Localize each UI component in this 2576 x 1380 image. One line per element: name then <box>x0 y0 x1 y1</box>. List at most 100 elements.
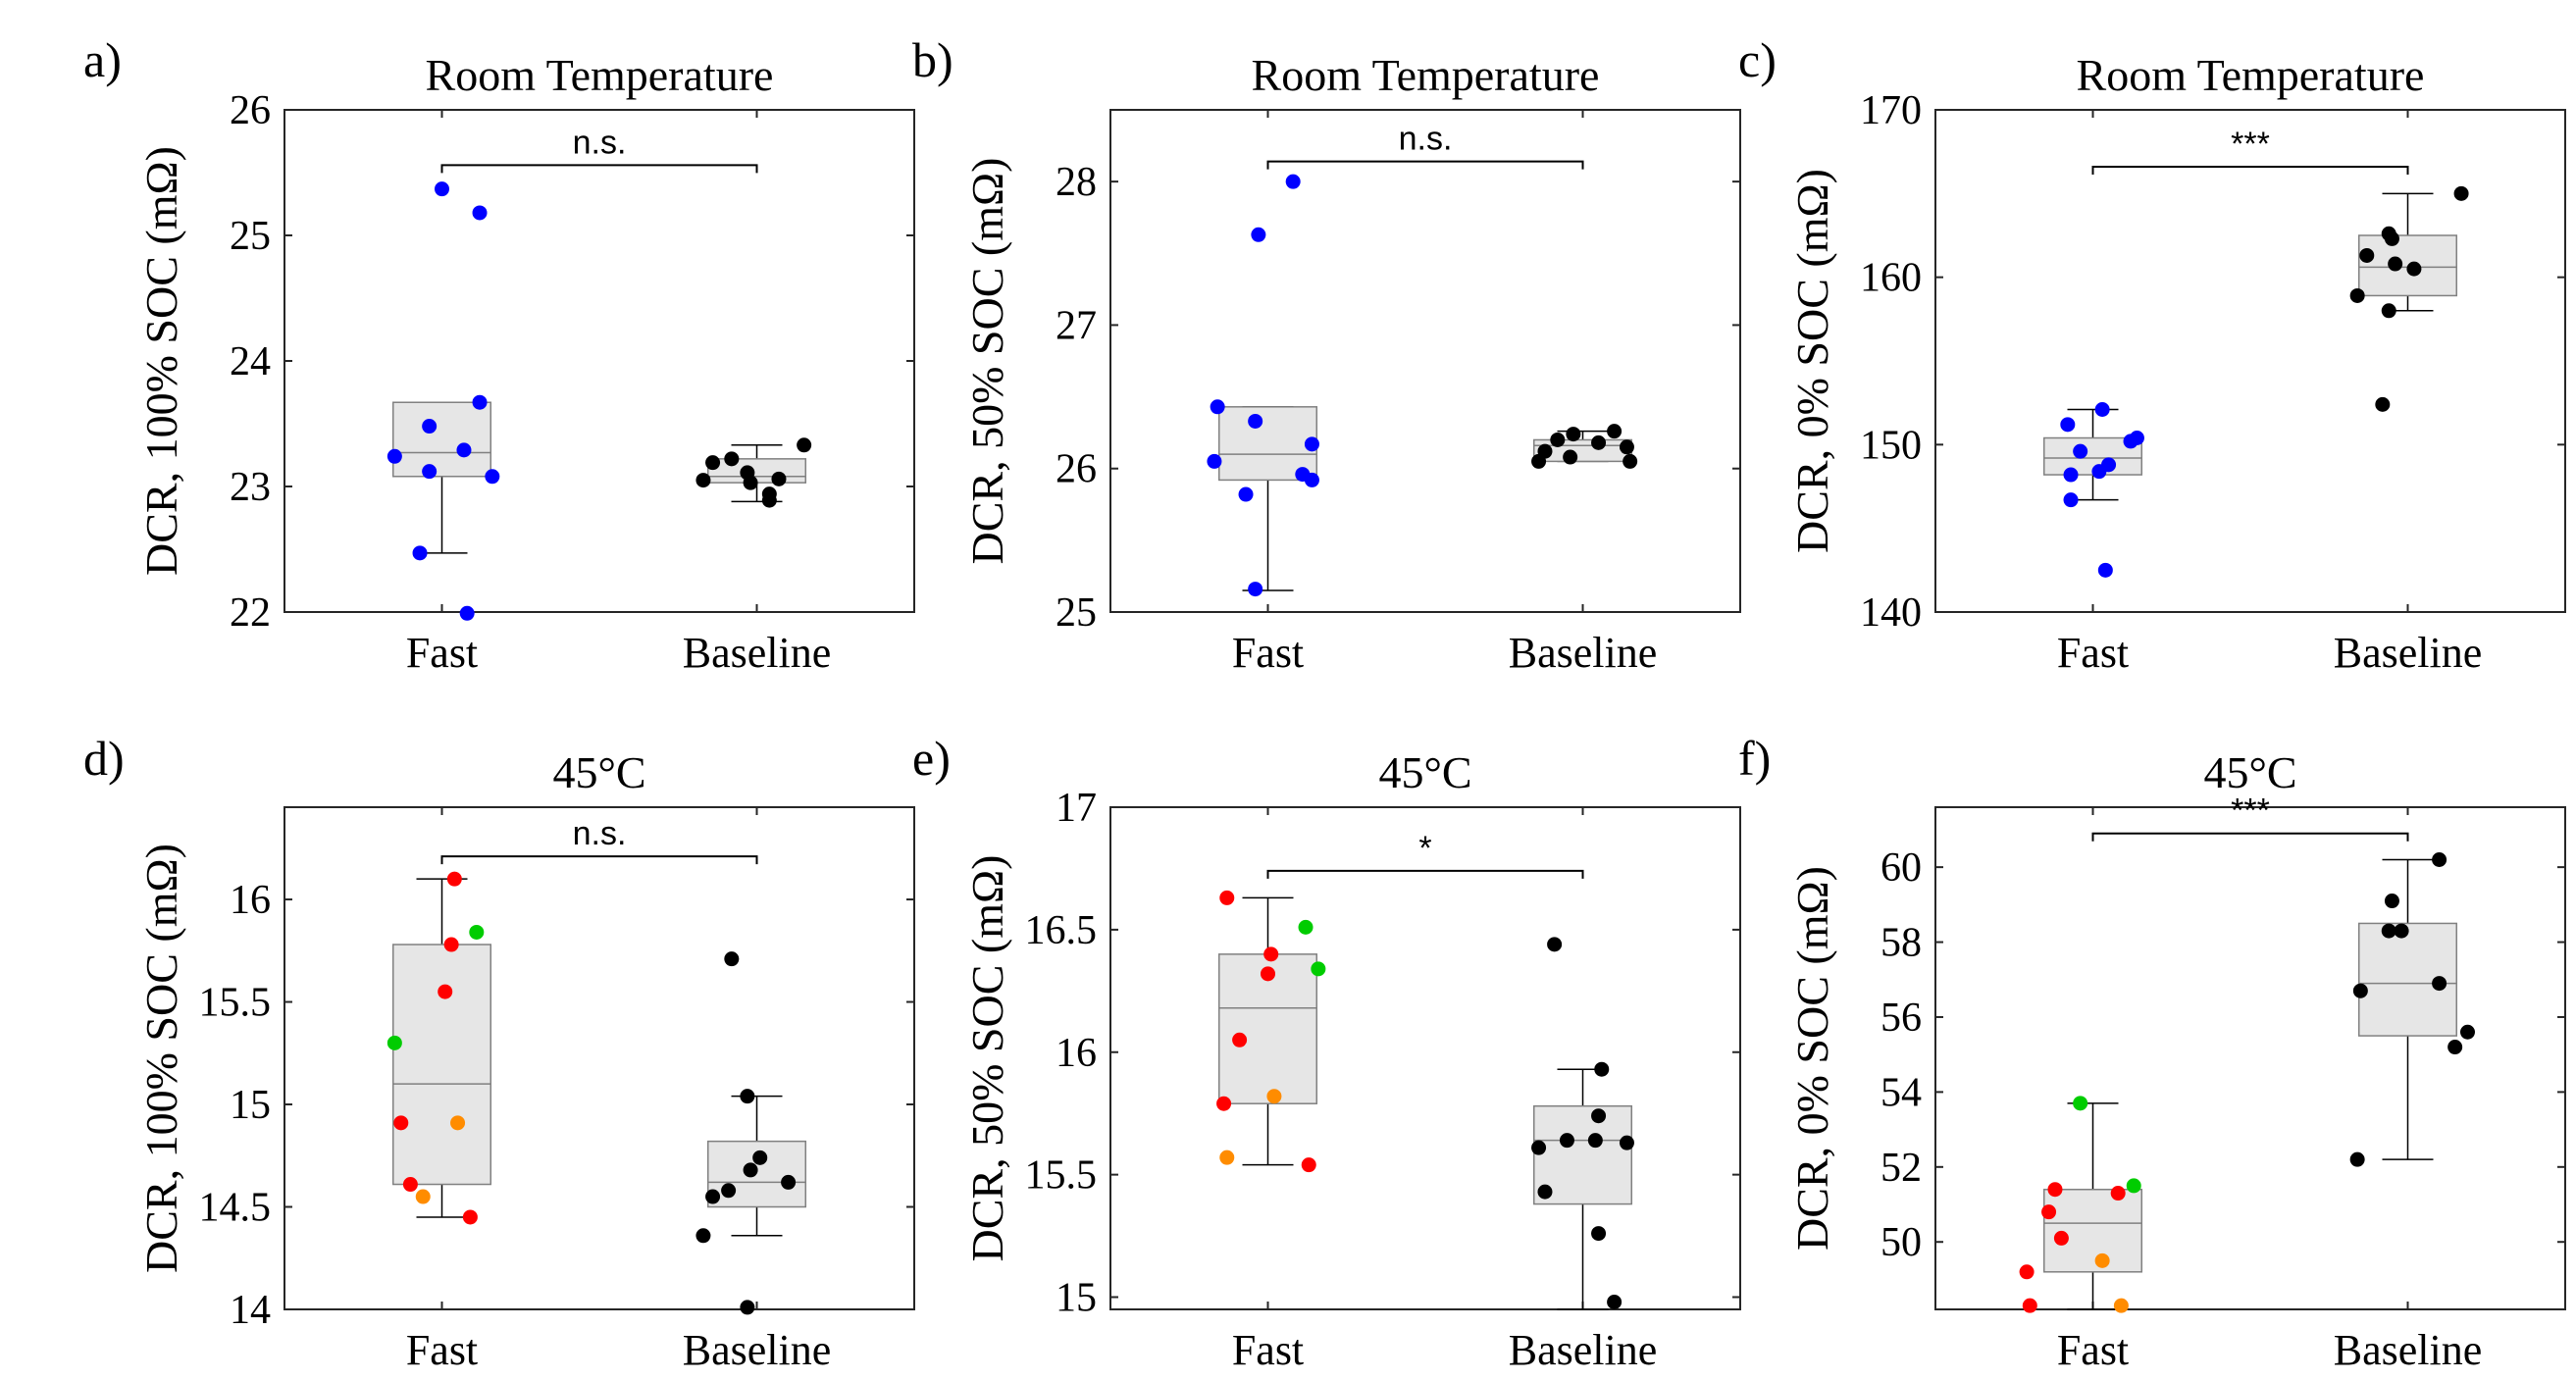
box-group-fast <box>2042 408 2143 501</box>
y-axis-label: DCR, 50% SOC (mΩ) <box>962 158 1012 565</box>
x-tick-label: Baseline <box>683 629 832 677</box>
y-tick-label: 15 <box>1056 1276 1097 1321</box>
x-tick-label: Baseline <box>683 1326 832 1374</box>
data-point <box>1587 1133 1603 1149</box>
data-point <box>1219 890 1235 905</box>
data-point <box>696 1228 711 1244</box>
data-point <box>485 469 500 485</box>
data-point <box>472 394 488 410</box>
y-tick-label: 16.5 <box>1025 908 1098 953</box>
x-tick-label: Fast <box>406 1326 478 1374</box>
significance-bracket <box>440 855 758 865</box>
data-point <box>1619 1135 1634 1150</box>
chart-panel-2: b) Room Temperature 25 26 27 28 Fast Baseline DC… <box>912 32 1741 677</box>
data-point <box>2063 492 2079 508</box>
data-point <box>724 951 740 967</box>
data-point <box>2453 185 2469 201</box>
data-point <box>1607 1295 1623 1310</box>
data-point <box>2432 976 2447 992</box>
axes-frame <box>1109 806 1741 1310</box>
data-point <box>1248 582 1263 597</box>
data-point <box>2352 983 2368 998</box>
data-point <box>438 984 453 999</box>
box-group-fast <box>1217 896 1318 1166</box>
data-point <box>386 1035 402 1050</box>
y-tick-label: 150 <box>1860 423 1922 468</box>
data-point <box>2094 1252 2110 1268</box>
x-tick-label: Baseline <box>2334 629 2483 677</box>
data-point <box>2394 923 2409 939</box>
y-tick-label: 24 <box>230 339 271 384</box>
data-point <box>1559 1133 1574 1149</box>
x-tick-label: Fast <box>1232 1326 1304 1374</box>
significance-bracket <box>1266 869 1584 879</box>
data-point <box>1547 937 1563 952</box>
box <box>391 944 492 1186</box>
data-point <box>2126 1178 2141 1194</box>
chart-panel-5: e) 45°C 15 15.5 16 16.5 17 Fast Baseline DCR, 50%… <box>912 731 1741 1374</box>
data-point <box>2375 396 2391 412</box>
data-point <box>2406 261 2422 277</box>
data-point <box>2447 1040 2463 1055</box>
data-point <box>2384 230 2399 246</box>
y-tick-label: 140 <box>1860 590 1922 636</box>
data-point <box>2459 1024 2475 1040</box>
significance-label: * <box>1418 830 1431 867</box>
significance-bracket <box>2091 832 2409 842</box>
data-point <box>696 473 711 488</box>
data-point <box>462 1209 478 1225</box>
box <box>391 401 492 478</box>
data-point <box>386 448 402 464</box>
data-point <box>2041 1204 2057 1220</box>
box-group-baseline <box>706 444 807 503</box>
data-point <box>2019 1264 2035 1280</box>
box-group-fast <box>2042 1102 2143 1310</box>
data-point <box>1566 427 1581 442</box>
y-tick-label: 170 <box>1860 88 1922 133</box>
data-point <box>761 492 777 508</box>
data-point <box>2091 464 2107 480</box>
y-tick-label: 23 <box>230 465 271 510</box>
data-point <box>415 1189 431 1204</box>
data-point <box>1531 1140 1547 1155</box>
data-point <box>1298 919 1314 935</box>
data-point <box>724 451 740 467</box>
box-group-fast <box>391 878 492 1218</box>
data-point <box>2384 894 2399 909</box>
data-point <box>435 181 449 197</box>
x-tick-label: Fast <box>406 629 478 677</box>
data-point <box>1238 486 1254 502</box>
y-tick-label: 17 <box>1056 786 1097 831</box>
y-axis-label: DCR, 50% SOC (mΩ) <box>962 855 1012 1262</box>
data-point <box>2388 256 2403 272</box>
data-point <box>1623 453 1638 469</box>
chart-title: 45°C <box>1378 747 1471 797</box>
data-point <box>2047 1182 2063 1198</box>
data-point <box>2073 1096 2088 1111</box>
panel-label: b) <box>912 32 953 87</box>
data-point <box>2381 303 2396 319</box>
data-point <box>1594 1061 1610 1077</box>
axes-frame <box>1934 109 2566 613</box>
chart-panel-3: c) Room Temperature 140 150 160 170 Fast Baseli… <box>1738 32 2566 677</box>
x-tick-label: Fast <box>1232 629 1304 677</box>
data-point <box>2432 851 2447 867</box>
significance-label: n.s. <box>573 124 627 161</box>
box-group-baseline <box>2357 858 2458 1160</box>
y-tick-label: 14 <box>230 1288 271 1333</box>
y-tick-label: 52 <box>1880 1146 1922 1191</box>
data-point <box>1210 399 1225 415</box>
data-point <box>1304 436 1319 452</box>
data-point <box>469 924 485 940</box>
y-tick-label: 15.5 <box>1025 1153 1098 1199</box>
x-tick-label: Fast <box>2057 629 2129 677</box>
data-point <box>402 1177 418 1193</box>
chart-title: Room Temperature <box>2077 50 2425 100</box>
data-point <box>459 605 475 621</box>
data-point <box>781 1174 797 1190</box>
data-point <box>2381 923 2396 939</box>
data-point <box>1550 432 1566 447</box>
box-group-baseline <box>1532 1068 1633 1310</box>
panel-label: a) <box>83 32 122 87</box>
